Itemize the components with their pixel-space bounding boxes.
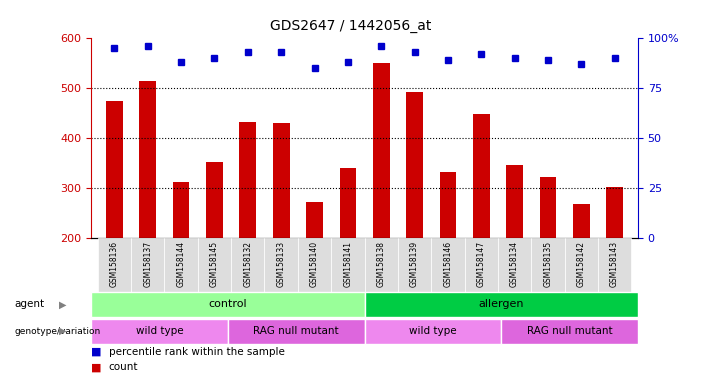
FancyBboxPatch shape — [98, 238, 131, 292]
Text: GDS2647 / 1442056_at: GDS2647 / 1442056_at — [270, 19, 431, 33]
FancyBboxPatch shape — [91, 292, 365, 317]
FancyBboxPatch shape — [231, 238, 264, 292]
Bar — [240, 122, 256, 238]
Text: ▶: ▶ — [60, 326, 67, 336]
FancyBboxPatch shape — [498, 238, 531, 292]
Bar — [106, 101, 123, 238]
Bar — [573, 204, 590, 238]
Text: GSM158133: GSM158133 — [277, 241, 286, 287]
FancyBboxPatch shape — [501, 319, 638, 344]
FancyBboxPatch shape — [165, 238, 198, 292]
Text: wild type: wild type — [136, 326, 183, 336]
Text: GSM158134: GSM158134 — [510, 241, 519, 287]
Text: genotype/variation: genotype/variation — [14, 327, 100, 336]
Text: GSM158132: GSM158132 — [243, 241, 252, 287]
Text: GSM158137: GSM158137 — [143, 241, 152, 287]
Text: GSM158142: GSM158142 — [577, 241, 586, 287]
Bar — [406, 92, 423, 238]
Text: ■: ■ — [91, 362, 102, 372]
FancyBboxPatch shape — [365, 238, 398, 292]
Text: GSM158135: GSM158135 — [543, 241, 552, 287]
FancyBboxPatch shape — [331, 238, 365, 292]
Bar — [339, 168, 356, 238]
FancyBboxPatch shape — [198, 238, 231, 292]
FancyBboxPatch shape — [598, 238, 631, 292]
Bar — [306, 202, 323, 238]
FancyBboxPatch shape — [91, 319, 228, 344]
Text: agent: agent — [14, 299, 44, 310]
Text: ▶: ▶ — [60, 299, 67, 310]
FancyBboxPatch shape — [131, 238, 165, 292]
Bar — [473, 114, 489, 238]
Bar — [440, 172, 456, 238]
FancyBboxPatch shape — [531, 238, 564, 292]
Text: control: control — [208, 299, 247, 310]
Text: GSM158143: GSM158143 — [610, 241, 619, 287]
FancyBboxPatch shape — [365, 292, 638, 317]
Text: GSM158138: GSM158138 — [376, 241, 386, 287]
Bar — [206, 162, 223, 238]
Text: count: count — [109, 362, 138, 372]
Text: GSM158147: GSM158147 — [477, 241, 486, 287]
Bar — [173, 182, 189, 238]
FancyBboxPatch shape — [298, 238, 331, 292]
Text: GSM158146: GSM158146 — [443, 241, 452, 287]
Text: wild type: wild type — [409, 326, 456, 336]
Text: GSM158136: GSM158136 — [110, 241, 119, 287]
FancyBboxPatch shape — [264, 238, 298, 292]
Bar — [540, 177, 556, 238]
Text: RAG null mutant: RAG null mutant — [526, 326, 613, 336]
Text: GSM158145: GSM158145 — [210, 241, 219, 287]
Text: ■: ■ — [91, 347, 102, 357]
Bar — [273, 123, 290, 238]
Text: RAG null mutant: RAG null mutant — [253, 326, 339, 336]
Bar — [139, 81, 156, 238]
FancyBboxPatch shape — [431, 238, 465, 292]
Text: percentile rank within the sample: percentile rank within the sample — [109, 347, 285, 357]
FancyBboxPatch shape — [398, 238, 431, 292]
FancyBboxPatch shape — [564, 238, 598, 292]
Text: GSM158140: GSM158140 — [310, 241, 319, 287]
Text: GSM158139: GSM158139 — [410, 241, 419, 287]
Bar — [606, 187, 623, 238]
FancyBboxPatch shape — [465, 238, 498, 292]
Text: GSM158144: GSM158144 — [177, 241, 186, 287]
Text: allergen: allergen — [479, 299, 524, 310]
Text: GSM158141: GSM158141 — [343, 241, 353, 287]
Bar — [373, 63, 390, 238]
FancyBboxPatch shape — [228, 319, 365, 344]
Bar — [506, 165, 523, 238]
FancyBboxPatch shape — [365, 319, 501, 344]
